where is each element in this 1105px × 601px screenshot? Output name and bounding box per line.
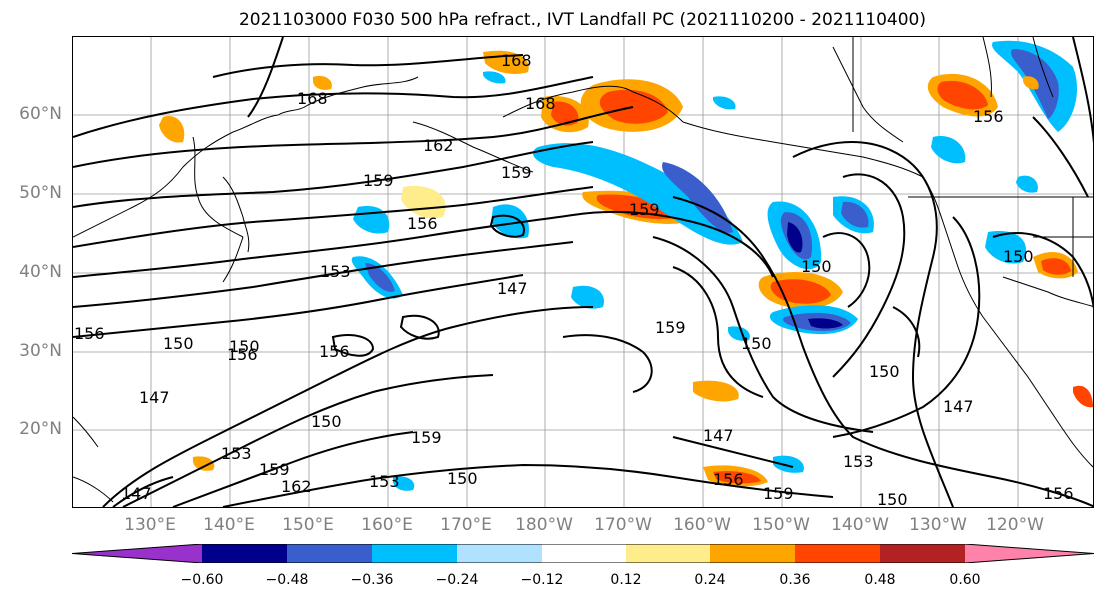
lon-label: 180°W <box>515 515 573 535</box>
contour-label: 153 <box>843 452 874 471</box>
lon-label: 130°W <box>909 515 967 535</box>
contour-label: 150 <box>869 362 900 381</box>
colorbar <box>72 544 1094 563</box>
contour-label: 159 <box>259 460 290 479</box>
contour-label: 159 <box>501 163 532 182</box>
contour-label: 147 <box>121 484 152 503</box>
lat-label: 40°N <box>19 262 62 282</box>
lon-label: 130°E <box>124 515 176 535</box>
contour-label: 147 <box>497 279 528 298</box>
colorbar-swatch <box>626 544 710 563</box>
contour-label: 147 <box>943 397 974 416</box>
lon-label: 120°W <box>986 515 1044 535</box>
contour-label: 159 <box>629 200 660 219</box>
colorbar-swatch <box>287 544 372 563</box>
shaded-anomalies <box>159 40 1093 491</box>
colorbar-swatch <box>457 544 542 563</box>
contour-label: 150 <box>741 334 772 353</box>
colorbar-swatch <box>542 544 626 563</box>
lon-label: 140°E <box>203 515 255 535</box>
contour-label: 168 <box>525 94 556 113</box>
contour-label: 150 <box>877 490 908 508</box>
colorbar-tick: −0.12 <box>520 572 564 588</box>
colorbar-swatch <box>880 544 965 563</box>
colorbar-tick: 0.36 <box>779 572 811 588</box>
lat-label: 30°N <box>19 341 62 361</box>
map-panel[interactable]: 168 168 168 162 159 159 156 159 156 153 … <box>72 36 1094 508</box>
map-canvas: 168 168 168 162 159 159 156 159 156 153 … <box>73 37 1093 508</box>
lat-label: 60°N <box>19 104 62 124</box>
contour-label: 156 <box>74 324 105 343</box>
contour-label: 168 <box>501 51 532 70</box>
contour-label: 156 <box>713 470 744 489</box>
colorbar-tick: 0.48 <box>864 572 896 588</box>
contour-label: 168 <box>297 89 328 108</box>
lon-label: 160°W <box>673 515 731 535</box>
contour-label: 153 <box>369 472 400 491</box>
contour-label: 150 <box>163 334 194 353</box>
contour-label: 162 <box>423 136 454 155</box>
colorbar-swatch <box>710 544 795 563</box>
colorbar-swatch <box>795 544 880 563</box>
contour-label: 156 <box>1043 484 1074 503</box>
colorbar-tick: −0.36 <box>350 572 394 588</box>
contour-label: 150 <box>801 257 832 276</box>
lat-label: 20°N <box>19 419 62 439</box>
colorbar-tick: 0.60 <box>949 572 981 588</box>
lon-label: 170°E <box>440 515 492 535</box>
colorbar-tick: 0.24 <box>694 572 726 588</box>
contour-label: 159 <box>363 171 394 190</box>
colorbar-tick: −0.60 <box>180 572 224 588</box>
contour-label: 150 <box>229 337 260 356</box>
contour-label: 162 <box>281 477 312 496</box>
colorbar-tick: −0.48 <box>265 572 309 588</box>
contour-label: 156 <box>973 107 1004 126</box>
height-contours <box>73 37 1093 507</box>
contour-label: 150 <box>1003 247 1034 266</box>
contour-label: 156 <box>227 345 258 364</box>
colorbar-swatch <box>372 544 457 563</box>
colorbar-swatch <box>72 544 202 563</box>
lon-label: 150°E <box>282 515 334 535</box>
lon-label: 160°E <box>361 515 413 535</box>
lon-label: 170°W <box>594 515 652 535</box>
contour-labels: 168 168 168 162 159 159 156 159 156 153 … <box>74 51 1074 508</box>
contour-label: 153 <box>320 262 351 281</box>
contour-label: 147 <box>703 426 734 445</box>
contour-label: 156 <box>319 342 350 361</box>
colorbar-tick: −0.24 <box>435 572 479 588</box>
contour-label: 159 <box>411 428 442 447</box>
contour-label: 150 <box>311 412 342 431</box>
contour-label: 156 <box>407 214 438 233</box>
contour-label: 153 <box>221 444 252 463</box>
lat-label: 50°N <box>19 183 62 203</box>
contour-label: 150 <box>447 469 478 488</box>
lon-label: 150°W <box>752 515 810 535</box>
contour-label: 159 <box>763 484 794 503</box>
map-title: 2021103000 F030 500 hPa refract., IVT La… <box>238 10 926 30</box>
contour-label: 159 <box>655 318 686 337</box>
colorbar-swatch <box>965 544 1094 563</box>
colorbar-swatch <box>202 544 287 563</box>
colorbar-tick: 0.12 <box>610 572 642 588</box>
lon-label: 140°W <box>831 515 889 535</box>
contour-label: 147 <box>139 388 170 407</box>
